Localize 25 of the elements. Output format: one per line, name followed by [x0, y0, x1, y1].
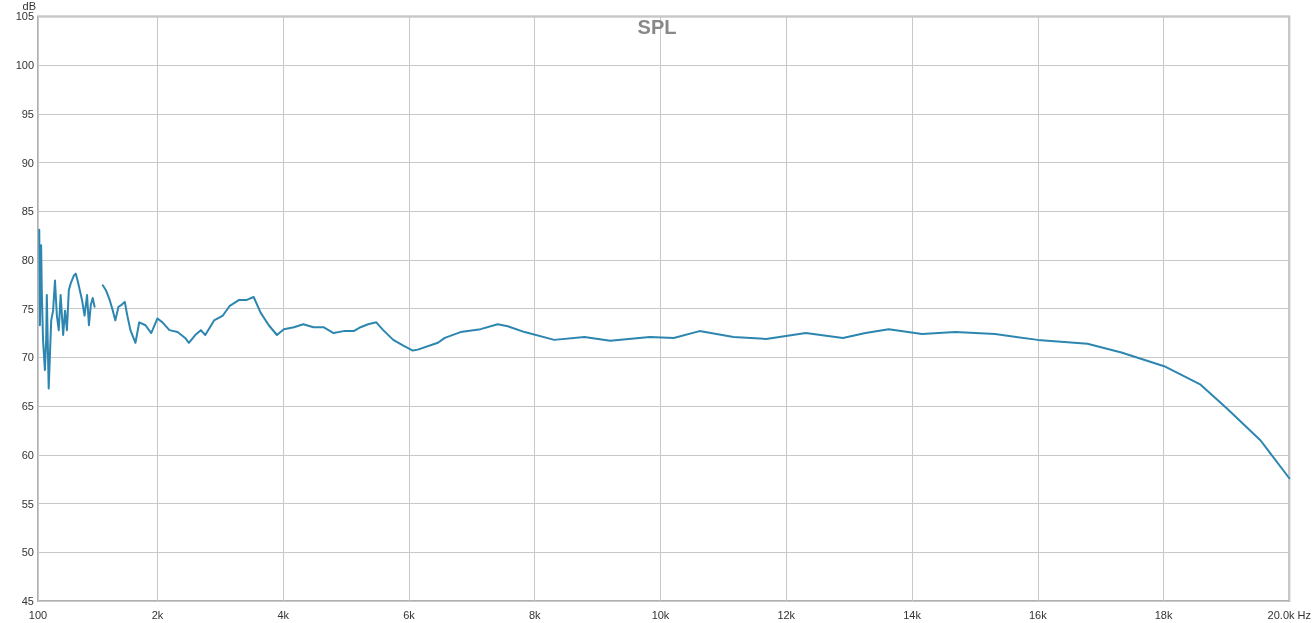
y-tick-label: 80 [21, 253, 34, 266]
y-tick-label: 65 [21, 400, 34, 413]
x-tick-label: 4k [277, 608, 290, 621]
y-tick-label: 95 [21, 107, 34, 120]
y-tick-label: 45 [21, 595, 34, 607]
x-tick-label: 20.0k Hz [1267, 608, 1312, 621]
y-tick-label: 90 [21, 156, 34, 169]
y-tick-label: 55 [21, 497, 34, 510]
x-tick-label: 10k [651, 608, 670, 621]
y-tick-label: 50 [21, 546, 34, 559]
y-tick-label: 70 [21, 351, 34, 364]
chart-title: SPL [637, 16, 677, 38]
y-tick-label: 105 [15, 10, 34, 23]
y-tick-label: 85 [21, 205, 34, 218]
x-tick-label: 8k [528, 608, 542, 621]
y-axis-title: dB [22, 0, 36, 12]
x-tick-label: 16k [1028, 608, 1048, 621]
y-tick-label: 60 [21, 448, 34, 461]
x-tick-label: 18k [1154, 608, 1173, 621]
y-tick-label: 75 [21, 302, 34, 315]
x-tick-label: 14k [903, 608, 922, 621]
x-tick-label: 12k [777, 608, 796, 621]
y-tick-label: 100 [15, 59, 34, 72]
x-tick-label: 2k [151, 608, 164, 621]
x-tick-label: 6k [403, 608, 416, 621]
